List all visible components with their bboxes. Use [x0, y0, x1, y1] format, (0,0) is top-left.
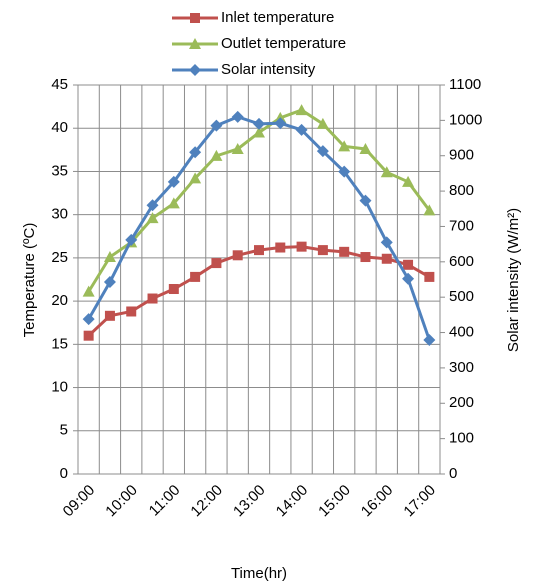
- marker: [231, 110, 244, 123]
- x-tick-label: 15:00: [315, 482, 354, 521]
- marker: [424, 271, 435, 282]
- marker: [338, 165, 351, 178]
- marker: [423, 333, 436, 346]
- marker: [189, 38, 201, 49]
- y2-tick-label: 800: [449, 182, 474, 199]
- marker: [317, 245, 328, 256]
- y2-tick-label: 700: [449, 217, 474, 234]
- marker: [168, 284, 179, 295]
- marker: [126, 306, 137, 317]
- y-axis-title: Temperature (ºC): [21, 223, 38, 338]
- marker: [380, 166, 393, 178]
- marker: [359, 142, 372, 154]
- marker: [189, 172, 202, 184]
- y-tick-label: 30: [51, 206, 68, 223]
- marker: [210, 149, 223, 161]
- marker: [146, 199, 159, 212]
- y2-axis-title: Solar intensity (W/m²): [505, 208, 522, 352]
- marker: [146, 212, 159, 224]
- marker: [167, 175, 180, 188]
- marker: [103, 251, 116, 263]
- y-tick-label: 0: [60, 465, 68, 482]
- marker: [190, 271, 201, 282]
- marker: [316, 117, 329, 129]
- x-tick-label: 12:00: [187, 482, 226, 521]
- marker: [232, 250, 243, 261]
- marker: [103, 275, 116, 288]
- y-tick-label: 35: [51, 162, 68, 179]
- marker: [167, 197, 180, 209]
- marker: [295, 123, 308, 136]
- marker: [423, 204, 436, 216]
- legend-label: Inlet temperature: [221, 9, 334, 26]
- marker: [189, 146, 202, 159]
- y-tick-label: 25: [51, 249, 68, 266]
- y2-tick-label: 400: [449, 324, 474, 341]
- marker: [403, 259, 414, 270]
- y2-tick-label: 100: [449, 430, 474, 447]
- marker: [339, 246, 350, 257]
- x-tick-label: 09:00: [60, 482, 99, 521]
- marker: [231, 142, 244, 154]
- marker: [104, 310, 115, 321]
- marker: [147, 293, 158, 304]
- marker: [360, 252, 371, 263]
- marker: [254, 245, 264, 256]
- x-tick-label: 11:00: [146, 482, 184, 520]
- x-tick-label: 13:00: [230, 482, 269, 521]
- x-tick-label: 17:00: [400, 482, 439, 521]
- marker: [189, 64, 201, 76]
- y2-tick-label: 500: [449, 288, 474, 305]
- series-line: [87, 245, 431, 337]
- marker: [316, 145, 329, 158]
- y2-tick-label: 300: [449, 359, 474, 376]
- y2-tick-label: 600: [449, 253, 474, 270]
- y-tick-label: 40: [51, 119, 68, 136]
- marker: [82, 313, 95, 326]
- x-tick-label: 16:00: [358, 482, 397, 521]
- marker: [211, 258, 222, 269]
- marker: [380, 236, 393, 249]
- y-tick-label: 10: [51, 379, 68, 396]
- y2-tick-label: 1000: [449, 111, 482, 128]
- marker: [295, 104, 308, 116]
- y2-tick-label: 1100: [449, 76, 481, 93]
- y2-tick-label: 900: [449, 147, 474, 164]
- marker: [359, 194, 372, 207]
- y2-tick-label: 0: [449, 465, 457, 482]
- marker: [125, 233, 138, 246]
- y-tick-label: 45: [51, 76, 68, 93]
- marker: [338, 140, 351, 152]
- marker: [210, 119, 223, 132]
- x-tick-label: 10:00: [102, 482, 141, 521]
- marker: [381, 253, 392, 264]
- x-axis-title: Time(hr): [231, 565, 287, 582]
- y-tick-label: 20: [51, 292, 68, 309]
- marker: [402, 272, 415, 285]
- y-tick-label: 15: [51, 335, 68, 352]
- marker: [402, 175, 415, 187]
- marker: [190, 13, 200, 23]
- marker: [82, 285, 95, 297]
- legend-label: Solar intensity: [221, 61, 316, 78]
- marker: [83, 330, 94, 341]
- marker: [253, 126, 265, 138]
- legend-label: Outlet temperature: [221, 35, 346, 52]
- plot-border: [77, 84, 441, 475]
- y2-tick-label: 200: [449, 394, 474, 411]
- marker: [296, 241, 307, 252]
- y-tick-label: 5: [60, 422, 68, 439]
- marker: [275, 242, 286, 253]
- marker: [253, 117, 265, 130]
- x-tick-label: 14:00: [273, 482, 312, 521]
- marker: [274, 117, 287, 130]
